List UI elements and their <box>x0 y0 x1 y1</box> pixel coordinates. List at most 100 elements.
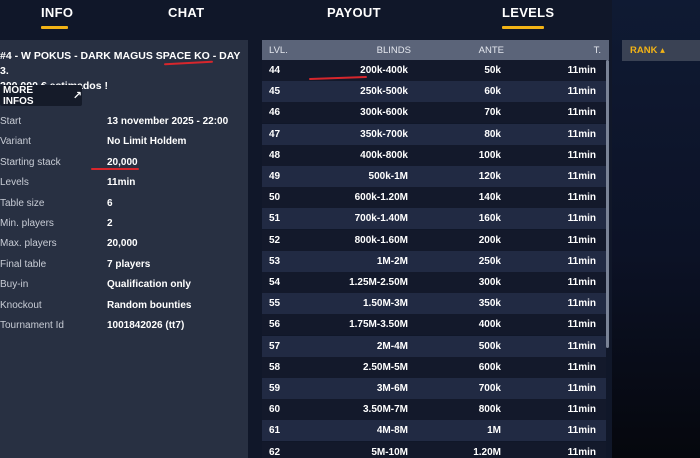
table-row: 59 3M-6M 700k 11min <box>262 378 606 399</box>
cell-lvl: 57 <box>269 340 281 352</box>
cell-lvl: 46 <box>269 107 281 119</box>
table-row: 44 200k-400k 50k 11min <box>262 60 606 81</box>
info-label: Max. players <box>0 238 57 250</box>
cell-blinds: 2.50M-5M <box>362 361 408 373</box>
info-label: Starting stack <box>0 156 61 168</box>
cell-blinds: 5M-10M <box>371 446 408 458</box>
cell-lvl: 53 <box>269 255 281 267</box>
table-row: 50 600k-1.20M 140k 11min <box>262 187 606 209</box>
info-value: Qualification only <box>107 279 191 291</box>
cell-lvl: 52 <box>269 234 281 246</box>
info-label: Tournament Id <box>0 320 64 331</box>
info-row: Starting stack 20,000 <box>0 157 248 177</box>
cell-blinds: 200k-400k <box>360 65 408 76</box>
table-row: 49 500k-1M 120k 11min <box>262 166 606 187</box>
right-background <box>612 0 700 458</box>
info-label: Min. players <box>0 218 54 229</box>
cell-time: 11min <box>567 192 596 204</box>
table-row: 57 2M-4M 500k 11min <box>262 335 606 357</box>
table-row: 47 350k-700k 80k 11min <box>262 123 606 145</box>
cell-blinds: 300k-600k <box>360 107 408 119</box>
table-row: 58 2.50M-5M 600k 11min <box>262 356 606 378</box>
cell-lvl: 49 <box>269 171 281 182</box>
cell-lvl: 59 <box>269 383 281 394</box>
table-row: 53 1M-2M 250k 11min <box>262 250 606 272</box>
info-value: 1001842026 (tt7) <box>107 320 185 331</box>
rank-label: RANK <box>630 45 658 56</box>
cell-ante: 160k <box>478 213 501 225</box>
cell-blinds: 400k-800k <box>360 149 408 161</box>
cell-ante: 600k <box>478 361 501 373</box>
tab-levels[interactable]: LEVELS <box>502 5 555 20</box>
cell-lvl: 58 <box>269 361 281 373</box>
info-row: Start 13 november 2025 - 22:00 <box>0 116 248 136</box>
cell-ante: 80k <box>484 128 501 140</box>
cell-time: 11min <box>567 319 596 331</box>
info-row: Final table 7 players <box>0 259 248 279</box>
cell-ante: 800k <box>478 404 501 416</box>
table-row: 60 3.50M-7M 800k 11min <box>262 399 606 421</box>
cell-time: 11min <box>567 65 596 76</box>
cell-time: 11min <box>567 86 596 98</box>
table-row: 52 800k-1.60M 200k 11min <box>262 229 606 251</box>
red-annotation-underline <box>91 168 139 170</box>
rank-button[interactable]: RANK ▴ <box>622 40 700 61</box>
header-blinds: BLINDS <box>376 45 411 56</box>
header-time: T. <box>593 45 601 56</box>
cell-time: 11min <box>567 149 596 161</box>
table-row: 61 4M-8M 1M 11min <box>262 420 606 442</box>
info-label: Variant <box>0 136 31 148</box>
cell-ante: 50k <box>484 65 501 76</box>
cell-blinds: 350k-700k <box>360 128 408 140</box>
cell-blinds: 1M-2M <box>376 255 408 267</box>
cell-ante: 250k <box>478 255 501 267</box>
cell-time: 11min <box>567 404 596 416</box>
tab-chat[interactable]: CHAT <box>168 5 205 20</box>
cell-ante: 140k <box>478 192 501 204</box>
cell-blinds: 250k-500k <box>360 86 408 98</box>
cell-ante: 1M <box>487 425 501 437</box>
info-row: Tournament Id 1001842026 (tt7) <box>0 320 248 340</box>
info-value: 6 <box>107 197 113 209</box>
cell-lvl: 54 <box>269 277 281 288</box>
levels-scrollbar[interactable] <box>606 60 609 348</box>
info-row: Max. players 20,000 <box>0 238 248 258</box>
cell-lvl: 60 <box>269 404 281 416</box>
cell-time: 11min <box>567 128 596 140</box>
tab-payout[interactable]: PAYOUT <box>327 5 381 20</box>
info-label: Levels <box>0 177 29 189</box>
more-infos-button[interactable]: MORE INFOS ↗ <box>0 85 82 107</box>
cell-time: 11min <box>567 383 596 394</box>
cell-ante: 700k <box>478 383 501 394</box>
table-row: 55 1.50M-3M 350k 11min <box>262 293 606 315</box>
info-value: 20,000 <box>107 238 138 250</box>
info-row: Levels 11min <box>0 177 248 197</box>
arrow-up-right-icon: ↗ <box>72 90 82 102</box>
info-label: Table size <box>0 197 45 209</box>
cell-lvl: 56 <box>269 319 281 331</box>
cell-time: 11min <box>567 298 596 310</box>
info-label: Knockout <box>0 299 42 311</box>
cell-ante: 120k <box>478 171 501 182</box>
table-row: 54 1.25M-2.50M 300k 11min <box>262 272 606 293</box>
tab-info[interactable]: INFO <box>41 5 74 20</box>
tab-levels-underline <box>502 26 544 29</box>
header-ante: ANTE <box>478 45 504 56</box>
cell-time: 11min <box>567 361 596 373</box>
levels-table: LVL. BLINDS ANTE T. 44 200k-400k 50k 11min 4… <box>262 40 609 458</box>
cell-lvl: 61 <box>269 425 281 437</box>
cell-time: 11min <box>567 171 596 182</box>
cell-ante: 300k <box>478 277 501 288</box>
cell-blinds: 3M-6M <box>376 383 408 394</box>
info-value: Random bounties <box>107 299 192 311</box>
cell-ante: 400k <box>478 319 501 331</box>
cell-ante: 200k <box>478 234 501 246</box>
header-lvl: LVL. <box>269 45 288 56</box>
table-row: 51 700k-1.40M 160k 11min <box>262 208 606 230</box>
table-row: 45 250k-500k 60k 11min <box>262 81 606 103</box>
table-row: 62 5M-10M 1.20M 11min <box>262 441 606 458</box>
cell-lvl: 62 <box>269 446 281 458</box>
info-value: 2 <box>107 218 113 229</box>
cell-blinds: 4M-8M <box>376 425 408 437</box>
info-value: 20,000 <box>107 156 138 168</box>
